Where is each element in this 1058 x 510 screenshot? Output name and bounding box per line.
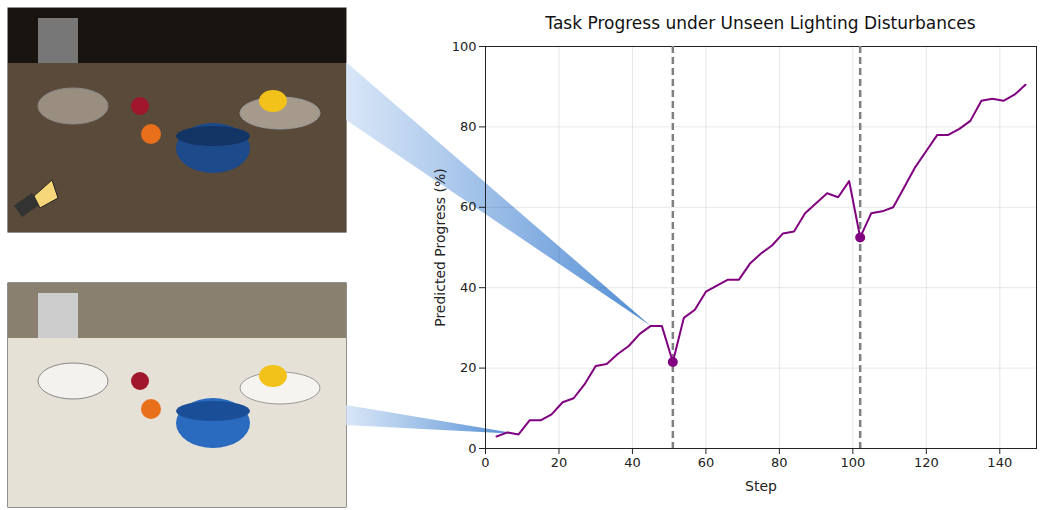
svg-text:40: 40 xyxy=(624,455,641,470)
svg-text:120: 120 xyxy=(914,455,939,470)
svg-text:60: 60 xyxy=(698,455,715,470)
svg-text:140: 140 xyxy=(987,455,1012,470)
svg-text:100: 100 xyxy=(840,455,865,470)
svg-text:20: 20 xyxy=(551,455,568,470)
svg-text:80: 80 xyxy=(460,119,477,134)
svg-text:Step: Step xyxy=(745,478,777,494)
svg-text:0: 0 xyxy=(481,455,489,470)
svg-text:40: 40 xyxy=(460,280,477,295)
svg-text:0: 0 xyxy=(468,441,476,456)
svg-text:60: 60 xyxy=(460,199,477,214)
html-text:Task Progress under Unseen Lig: Task Progress under Unseen Lighting Dist… xyxy=(545,13,976,33)
svg-text:100: 100 xyxy=(452,39,477,54)
svg-text:20: 20 xyxy=(460,360,477,375)
svg-text:Predicted Progress (%): Predicted Progress (%) xyxy=(432,168,448,327)
svg-text:80: 80 xyxy=(771,455,788,470)
